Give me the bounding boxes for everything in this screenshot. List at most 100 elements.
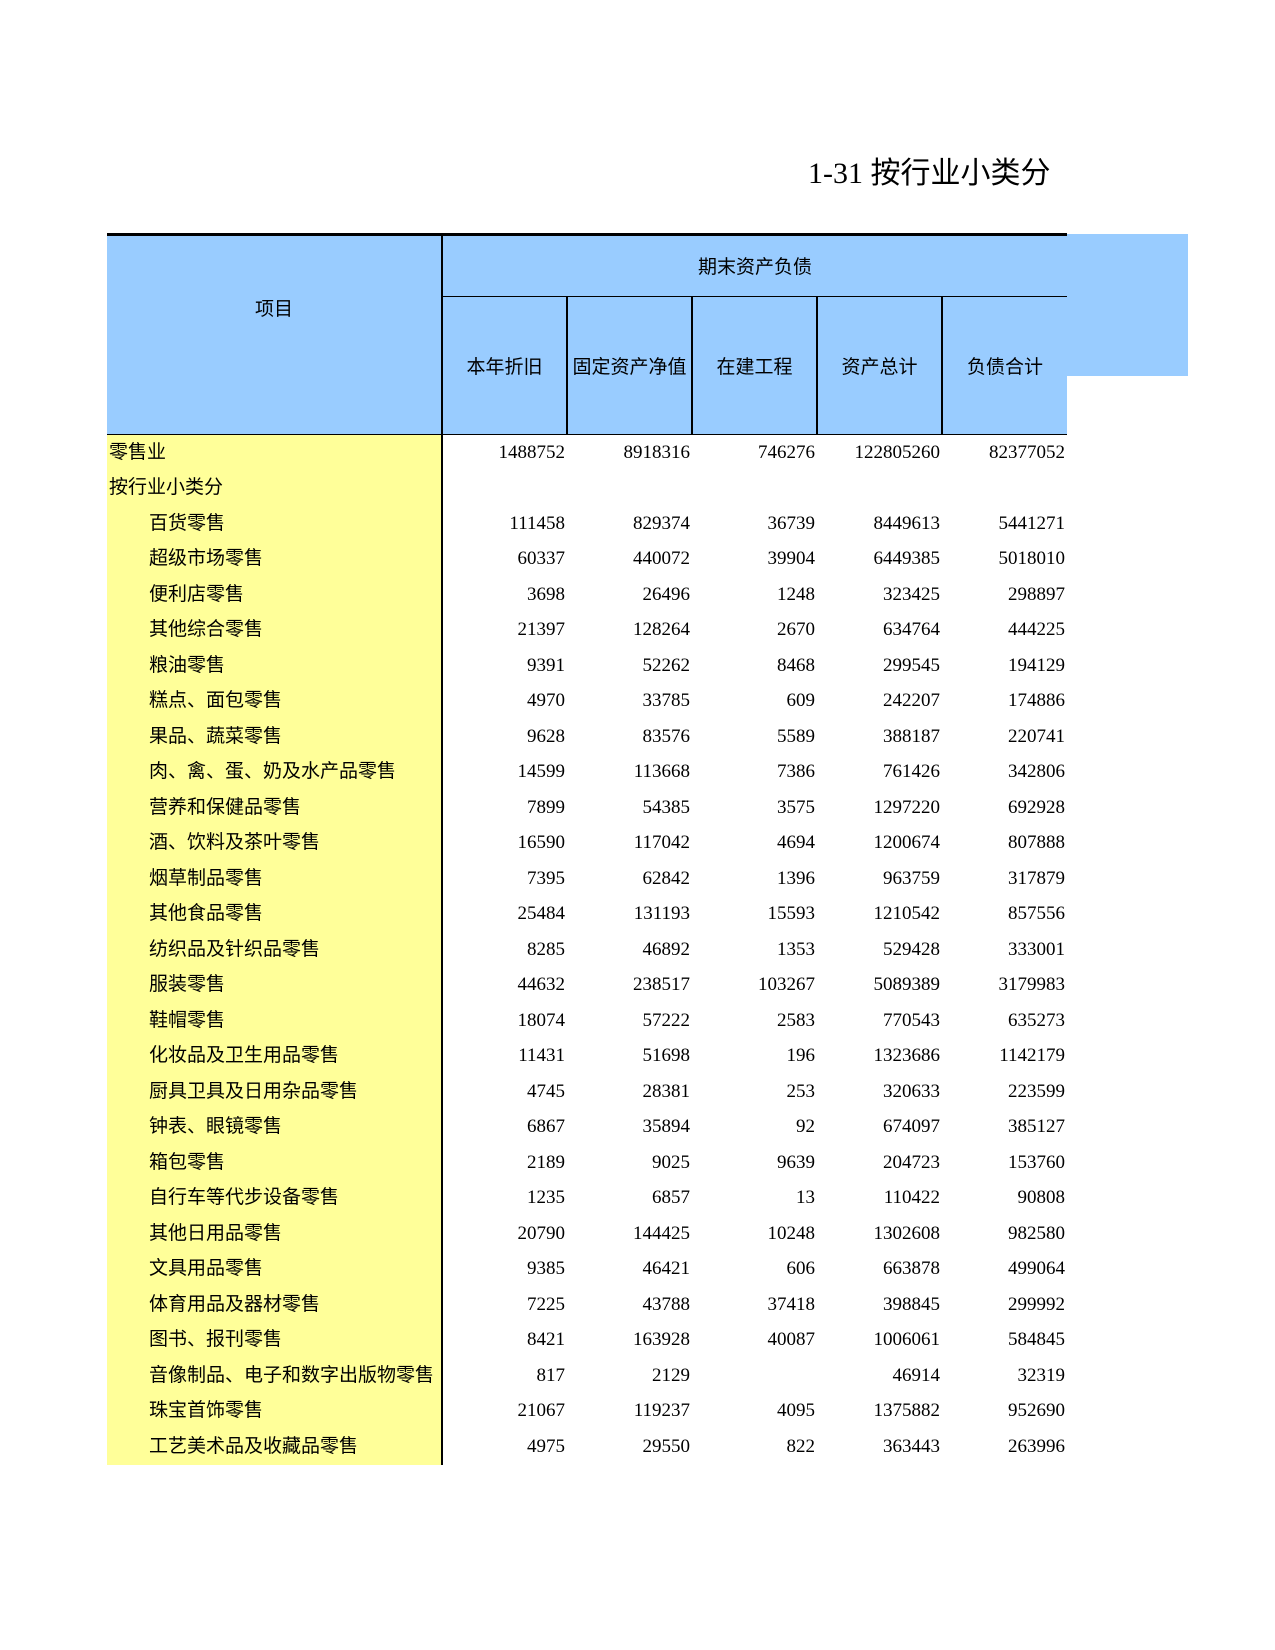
row-label: 箱包零售 (107, 1145, 443, 1181)
cell-value: 8449613 (873, 512, 941, 534)
cell-value: 4745 (527, 1080, 565, 1102)
cell-value: 299992 (1008, 1293, 1065, 1315)
table-row: 便利店零售 3698 26496 1248 323425 298897 (107, 577, 1067, 613)
cell-value: 333001 (1008, 938, 1065, 960)
cell-value: 35894 (642, 1116, 691, 1138)
row-label: 化妆品及卫生用品零售 (107, 1038, 443, 1074)
cell-value: 982580 (1008, 1222, 1065, 1244)
table-row: 厨具卫具及日用杂品零售 4745 28381 253 320633 223599 (107, 1074, 1067, 1110)
row-label: 果品、蔬菜零售 (107, 719, 443, 755)
row-label: 钟表、眼镜零售 (107, 1109, 443, 1145)
row-label: 珠宝首饰零售 (107, 1393, 443, 1429)
cell-value: 1396 (777, 867, 815, 889)
cell-value: 128264 (633, 619, 690, 641)
cell-value: 220741 (1008, 725, 1065, 747)
cell-value: 8421 (527, 1329, 565, 1351)
cell-value: 1297220 (873, 796, 941, 818)
row-label: 其他食品零售 (107, 896, 443, 932)
table-row: 音像制品、电子和数字出版物零售 817 2129 46914 32319 (107, 1358, 1067, 1394)
cell-value: 9385 (527, 1258, 565, 1280)
cell-value: 36739 (767, 512, 816, 534)
table-row: 箱包零售 2189 9025 9639 204723 153760 (107, 1145, 1067, 1181)
row-label: 其他综合零售 (107, 612, 443, 648)
cell-value: 4095 (777, 1400, 815, 1422)
cell-value: 153760 (1008, 1151, 1065, 1173)
cell-value: 817 (536, 1364, 566, 1386)
cell-value: 28381 (642, 1080, 691, 1102)
header-item: 项目 (107, 233, 443, 435)
cell-value: 144425 (633, 1222, 690, 1244)
cell-value: 299545 (883, 654, 940, 676)
cell-value: 770543 (883, 1009, 940, 1031)
header-background-extension (1066, 234, 1188, 376)
cell-value: 263996 (1008, 1435, 1065, 1457)
cell-value: 253 (786, 1080, 816, 1102)
cell-value: 13 (796, 1187, 815, 1209)
cell-value: 242207 (883, 690, 940, 712)
cell-value: 18074 (517, 1009, 566, 1031)
row-label: 烟草制品零售 (107, 861, 443, 897)
cell-value: 2670 (777, 619, 815, 641)
cell-value: 1235 (527, 1187, 565, 1209)
cell-value: 5441271 (998, 512, 1066, 534)
table-row: 零售业 1488752 8918316 746276 122805260 82377052 (107, 434, 1067, 471)
cell-value (692, 1358, 817, 1394)
cell-value: 8468 (777, 654, 815, 676)
cell-value: 174886 (1008, 690, 1065, 712)
cell-value: 119237 (633, 1400, 690, 1422)
cell-value: 7899 (527, 796, 565, 818)
cell-value (692, 471, 817, 507)
table-row: 其他综合零售 21397 128264 2670 634764 444225 (107, 612, 1067, 648)
table-row: 营养和保健品零售 7899 54385 3575 1297220 692928 (107, 790, 1067, 826)
cell-value: 807888 (1008, 832, 1065, 854)
row-label: 纺织品及针织品零售 (107, 932, 443, 968)
header-col-depreciation: 本年折旧 (442, 296, 568, 436)
cell-value: 7395 (527, 867, 565, 889)
cell-value: 103267 (758, 974, 815, 996)
cell-value: 51698 (642, 1045, 691, 1067)
table-row: 其他日用品零售 20790 144425 10248 1302608 982580 (107, 1216, 1067, 1252)
cell-value: 39904 (767, 548, 816, 570)
row-label: 体育用品及器材零售 (107, 1287, 443, 1323)
row-label: 鞋帽零售 (107, 1003, 443, 1039)
row-label: 糕点、面包零售 (107, 683, 443, 719)
row-label: 酒、饮料及茶叶零售 (107, 825, 443, 861)
table-row: 文具用品零售 9385 46421 606 663878 499064 (107, 1251, 1067, 1287)
row-label: 粮油零售 (107, 648, 443, 684)
table-row: 服装零售 44632 238517 103267 5089389 3179983 (107, 967, 1067, 1003)
table-row: 珠宝首饰零售 21067 119237 4095 1375882 952690 (107, 1393, 1067, 1429)
cell-value: 6857 (652, 1187, 690, 1209)
cell-value: 298897 (1008, 583, 1065, 605)
cell-value: 398845 (883, 1293, 940, 1315)
cell-value: 204723 (883, 1151, 940, 1173)
cell-value: 1323686 (873, 1045, 941, 1067)
cell-value: 4975 (527, 1435, 565, 1457)
row-label: 肉、禽、蛋、奶及水产品零售 (107, 754, 443, 790)
cell-value: 499064 (1008, 1258, 1065, 1280)
cell-value: 323425 (883, 583, 940, 605)
cell-value: 663878 (883, 1258, 940, 1280)
cell-value: 117042 (633, 832, 690, 854)
cell-value: 7225 (527, 1293, 565, 1315)
cell-value: 1302608 (873, 1222, 941, 1244)
cell-value: 29550 (642, 1435, 691, 1457)
table-row: 粮油零售 9391 52262 8468 299545 194129 (107, 648, 1067, 684)
cell-value: 238517 (633, 974, 690, 996)
row-label: 百货零售 (107, 506, 443, 542)
cell-value: 82377052 (989, 441, 1065, 463)
table-row: 钟表、眼镜零售 6867 35894 92 674097 385127 (107, 1109, 1067, 1145)
header-col-total-assets: 资产总计 (817, 296, 943, 436)
cell-value: 52262 (642, 654, 691, 676)
cell-value: 20790 (517, 1222, 566, 1244)
cell-value: 746276 (758, 441, 815, 463)
cell-value: 1375882 (873, 1400, 941, 1422)
row-label: 按行业小类分 (107, 470, 443, 506)
row-label: 自行车等代步设备零售 (107, 1180, 443, 1216)
cell-value: 6867 (527, 1116, 565, 1138)
cell-value: 2189 (527, 1151, 565, 1173)
cell-value: 8285 (527, 938, 565, 960)
cell-value: 62842 (642, 867, 691, 889)
cell-value: 21397 (517, 619, 566, 641)
cell-value: 9391 (527, 654, 565, 676)
cell-value: 57222 (642, 1009, 691, 1031)
